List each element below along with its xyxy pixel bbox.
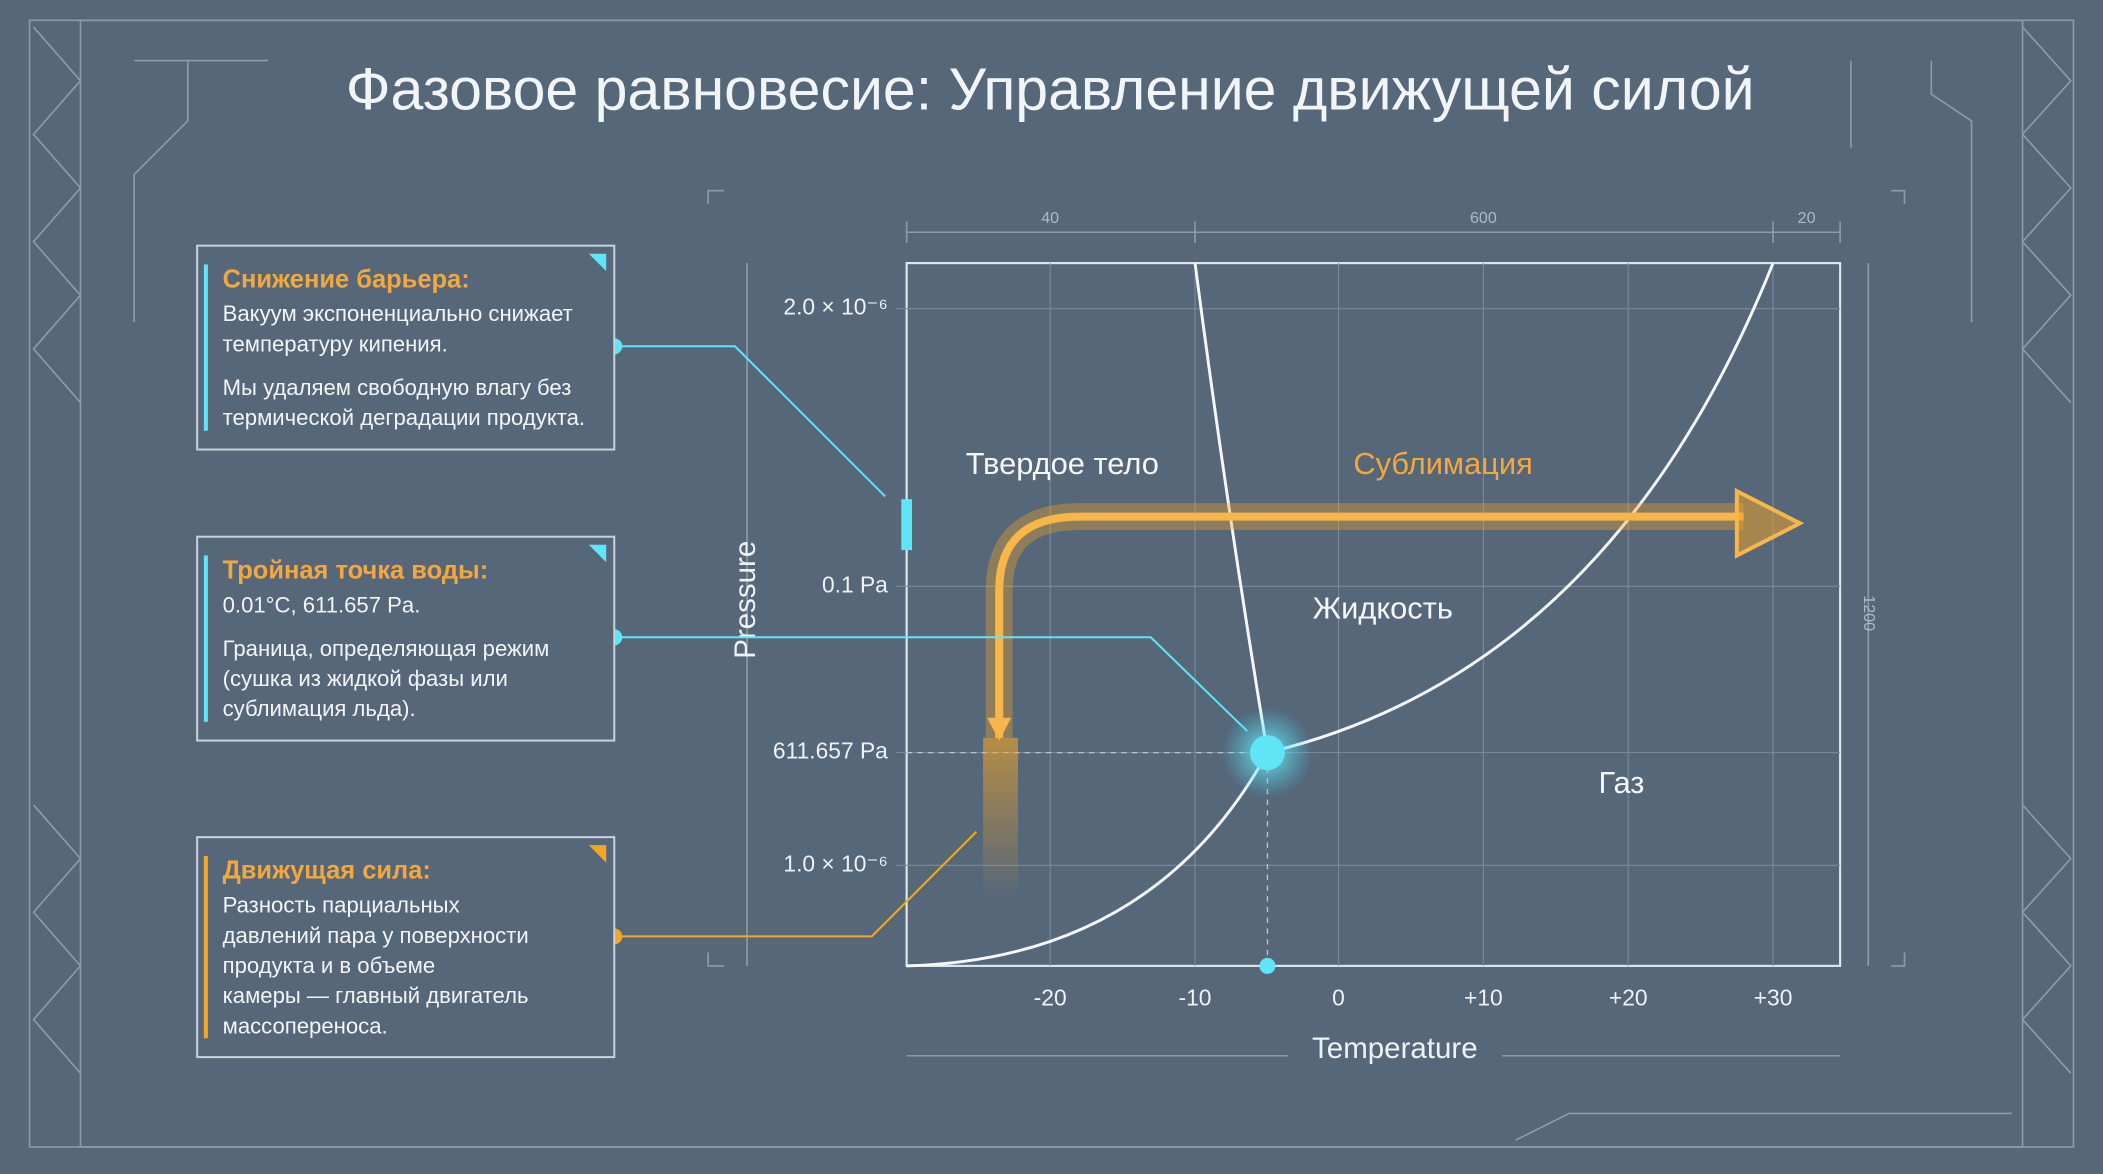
x-tick-label: +20 (1609, 984, 1648, 1010)
x-tick-label: +10 (1464, 984, 1503, 1010)
panel-text: сублимация льда). (223, 696, 416, 721)
marker (1259, 957, 1276, 974)
triple-point (1249, 735, 1285, 771)
frame (28, 19, 2075, 1148)
panel-heading: Тройная точка воды: (223, 556, 489, 584)
panel-heading: Снижение барьера: (223, 265, 470, 293)
panel (196, 535, 616, 742)
panel-text: камеры — главный двигатель (223, 983, 529, 1008)
accent-bar (203, 264, 208, 431)
panel-text: массопереноса. (223, 1013, 388, 1038)
panel-text: Разность парциальных (223, 893, 460, 918)
y-tick-label: 1.0 × 10⁻⁶ (783, 850, 887, 876)
x-tick-label: +30 (1754, 984, 1793, 1010)
panel-text: давлений пара у поверхности (223, 923, 529, 948)
chart-frame (707, 189, 1906, 1057)
process-arrow (983, 487, 1805, 899)
region-label: Жидкость (1313, 591, 1453, 626)
panel-text: температуру кипения. (223, 331, 448, 356)
guide-line (906, 751, 1269, 966)
panel-text: термической деградации продукта. (223, 405, 585, 430)
panel (196, 836, 616, 1059)
x-axis-label: Temperature (1312, 1032, 1478, 1065)
y-axis-label: Pressure (729, 541, 762, 659)
x-tick-label: 0 (1332, 984, 1345, 1010)
dimension: 600 (1470, 209, 1497, 227)
accent-bar (203, 555, 208, 722)
accent-bar (203, 855, 208, 1039)
dimension: 1200 (1860, 595, 1878, 631)
x-tick-label: -20 (1034, 984, 1067, 1010)
panel (196, 244, 616, 451)
corner-mark (588, 845, 607, 863)
y-tick-label: 2.0 × 10⁻⁶ (783, 294, 887, 320)
region-label: Твердое тело (966, 446, 1159, 481)
title: Фазовое равновесие: Управление движущей … (346, 57, 1755, 123)
dimension: 20 (1798, 209, 1816, 227)
panel-text: Вакуум экспоненциально снижает (223, 301, 573, 326)
panel-text: (сушка из жидкой фазы или (223, 666, 508, 691)
y-tick-label: 611.657 Pa (773, 738, 888, 764)
dimension: 40 (1041, 209, 1059, 227)
connectors (614, 345, 1249, 938)
marker (901, 499, 913, 551)
y-tick-label: 0.1 Pa (822, 571, 888, 597)
phase-curves (906, 262, 1775, 968)
panel-text: Мы удаляем свободную влагу без (223, 375, 572, 400)
region-label: Газ (1599, 765, 1645, 800)
corner-mark (588, 544, 607, 563)
panel-text: продукта и в объеме (223, 953, 436, 978)
panel-heading: Движущая сила: (223, 857, 431, 885)
x-tick-label: -10 (1179, 984, 1212, 1010)
region-label: Сублимация (1353, 446, 1532, 481)
panel-text: Граница, определяющая режим (223, 636, 550, 661)
panel-text: 0.01°C, 611.657 Pa. (223, 592, 421, 617)
